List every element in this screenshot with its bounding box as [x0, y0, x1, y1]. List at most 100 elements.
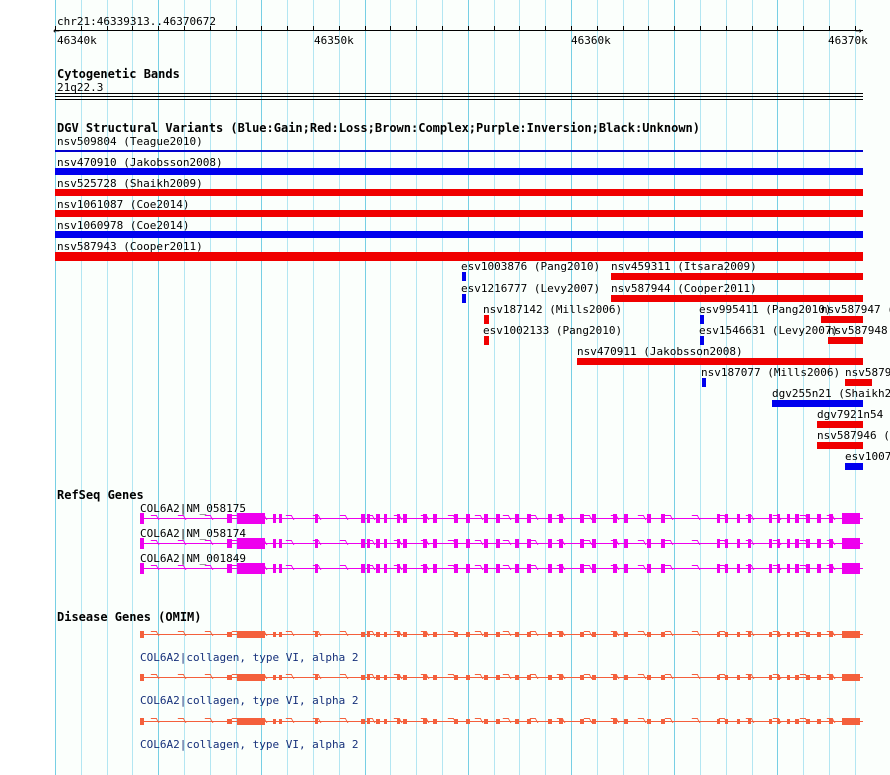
dgv-variant-label[interactable]: nsv525728 (Shaikh2009)	[57, 177, 203, 190]
refseq-gene-exon[interactable]	[237, 563, 265, 574]
omim-gene-exon[interactable]	[592, 675, 596, 680]
omim-gene-exon[interactable]	[817, 719, 821, 724]
omim-gene-exon[interactable]	[376, 675, 380, 680]
omim-gene-exon[interactable]	[725, 675, 728, 680]
refseq-gene-exon[interactable]	[661, 514, 665, 523]
refseq-gene-exon[interactable]	[279, 539, 282, 548]
refseq-gene-exon[interactable]	[748, 514, 751, 523]
dgv-variant-bar[interactable]	[55, 252, 863, 261]
dgv-variant-label[interactable]: nsv1061087 (Coe2014)	[57, 198, 190, 211]
refseq-gene-exon[interactable]	[717, 564, 720, 573]
omim-gene-exon[interactable]	[315, 719, 318, 724]
refseq-gene-exon[interactable]	[496, 564, 500, 573]
refseq-gene-exon[interactable]	[737, 514, 740, 523]
refseq-gene-exon[interactable]	[737, 564, 740, 573]
omim-gene-exon[interactable]	[829, 675, 833, 680]
omim-gene-exon[interactable]	[466, 675, 470, 680]
refseq-gene-exon[interactable]	[787, 539, 790, 548]
omim-gene-exon[interactable]	[842, 718, 860, 725]
refseq-gene-exon[interactable]	[769, 539, 772, 548]
refseq-gene-exon[interactable]	[227, 539, 232, 548]
refseq-gene-exon[interactable]	[367, 514, 370, 523]
refseq-gene-exon[interactable]	[548, 514, 552, 523]
refseq-gene-exon[interactable]	[397, 539, 400, 548]
omim-gene-exon[interactable]	[361, 632, 365, 637]
omim-gene-exon[interactable]	[403, 675, 407, 680]
omim-gene-exon[interactable]	[433, 675, 437, 680]
omim-gene-exon[interactable]	[140, 718, 144, 725]
omim-gene-exon[interactable]	[613, 675, 617, 680]
refseq-gene-exon[interactable]	[527, 564, 531, 573]
omim-gene-exon[interactable]	[466, 719, 470, 724]
refseq-gene-exon[interactable]	[842, 538, 860, 549]
refseq-gene-exon[interactable]	[580, 514, 584, 523]
dgv-variant-bar[interactable]	[55, 189, 863, 196]
refseq-gene-exon[interactable]	[361, 514, 365, 523]
refseq-gene-exon[interactable]	[384, 564, 387, 573]
refseq-gene-exon[interactable]	[795, 514, 799, 523]
refseq-gene-exon[interactable]	[361, 539, 365, 548]
omim-gene-exon[interactable]	[661, 719, 665, 724]
dgv-variant-bar[interactable]	[484, 336, 489, 345]
refseq-gene-exon[interactable]	[624, 564, 628, 573]
omim-gene-exon[interactable]	[454, 632, 458, 637]
dgv-variant-bar[interactable]	[845, 463, 863, 470]
refseq-gene-exon[interactable]	[140, 513, 144, 524]
refseq-gene-exon[interactable]	[515, 539, 519, 548]
omim-gene-exon[interactable]	[484, 719, 488, 724]
omim-gene-exon[interactable]	[613, 719, 617, 724]
refseq-gene-exon[interactable]	[725, 539, 728, 548]
refseq-gene-exon[interactable]	[454, 514, 458, 523]
omim-gene-exon[interactable]	[403, 719, 407, 724]
refseq-gene-exon[interactable]	[466, 539, 470, 548]
omim-gene-exon[interactable]	[140, 674, 144, 681]
omim-gene-exon[interactable]	[515, 675, 519, 680]
refseq-gene-exon[interactable]	[842, 513, 860, 524]
refseq-gene-exon[interactable]	[484, 564, 488, 573]
refseq-gene-exon[interactable]	[279, 564, 282, 573]
omim-gene-exon[interactable]	[397, 675, 400, 680]
refseq-gene-exon[interactable]	[829, 514, 833, 523]
dgv-variant-bar[interactable]	[700, 315, 704, 324]
refseq-gene-exon[interactable]	[273, 539, 276, 548]
dgv-variant-bar[interactable]	[55, 210, 863, 217]
omim-gene-exon[interactable]	[737, 632, 740, 637]
refseq-gene-exon[interactable]	[403, 564, 407, 573]
omim-gene-exon[interactable]	[737, 719, 740, 724]
refseq-gene-exon[interactable]	[842, 563, 860, 574]
omim-gene-exon[interactable]	[548, 632, 552, 637]
omim-gene-exon[interactable]	[725, 632, 728, 637]
refseq-gene-exon[interactable]	[361, 564, 365, 573]
omim-gene-exon[interactable]	[647, 719, 651, 724]
omim-gene-exon[interactable]	[795, 632, 799, 637]
refseq-gene-exon[interactable]	[397, 564, 400, 573]
refseq-gene-exon[interactable]	[769, 514, 772, 523]
refseq-gene-exon[interactable]	[376, 564, 380, 573]
refseq-gene-exon[interactable]	[237, 538, 265, 549]
omim-gene-exon[interactable]	[748, 675, 751, 680]
omim-gene-exon[interactable]	[647, 632, 651, 637]
omim-gene-exon[interactable]	[454, 675, 458, 680]
dgv-variant-label[interactable]: esv1546631 (Levy2007)	[699, 324, 839, 337]
refseq-gene-exon[interactable]	[423, 564, 427, 573]
omim-gene-exon[interactable]	[384, 719, 387, 724]
omim-gene-exon[interactable]	[237, 631, 265, 638]
refseq-gene-exon[interactable]	[787, 514, 790, 523]
refseq-gene-exon[interactable]	[227, 564, 232, 573]
refseq-gene-exon[interactable]	[725, 564, 728, 573]
omim-gene-exon[interactable]	[769, 719, 772, 724]
dgv-variant-label[interactable]: esv995411 (Pang2010)	[699, 303, 832, 316]
omim-gene-exon[interactable]	[777, 632, 780, 637]
refseq-gene-exon[interactable]	[423, 514, 427, 523]
refseq-gene-exon[interactable]	[806, 514, 810, 523]
omim-gene-exon[interactable]	[433, 719, 437, 724]
refseq-gene-label[interactable]: COL6A2|NM_058174	[140, 527, 246, 540]
omim-gene-exon[interactable]	[227, 719, 232, 724]
omim-gene-exon[interactable]	[624, 675, 628, 680]
omim-gene-exon[interactable]	[842, 674, 860, 681]
dgv-variant-label[interactable]: esv1216777 (Levy2007)	[461, 282, 601, 295]
refseq-gene-exon[interactable]	[140, 563, 144, 574]
refseq-gene-exon[interactable]	[454, 539, 458, 548]
omim-gene-exon[interactable]	[367, 675, 370, 680]
omim-gene-label[interactable]: COL6A2|collagen, type VI, alpha 2	[140, 651, 359, 664]
